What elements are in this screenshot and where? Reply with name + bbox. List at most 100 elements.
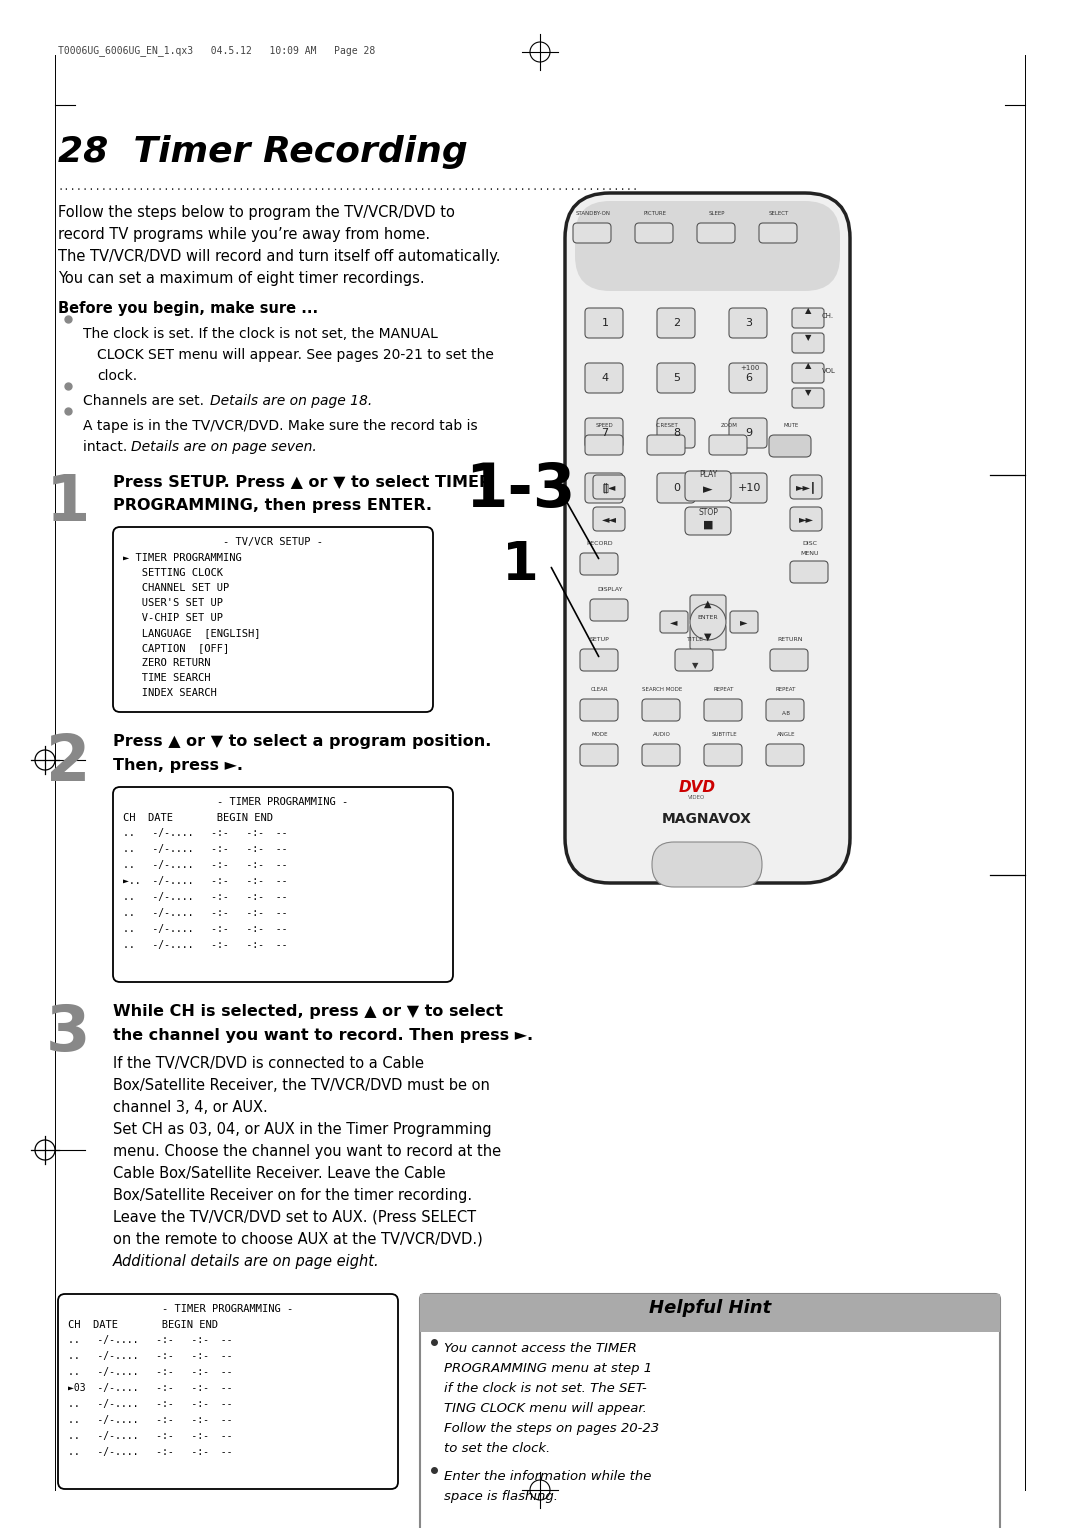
Text: 1: 1 [501, 539, 538, 591]
Text: ►03  -/-....   -:-   -:-  --: ►03 -/-.... -:- -:- -- [68, 1383, 232, 1394]
Text: 8: 8 [674, 428, 680, 439]
Text: ►: ► [740, 617, 747, 626]
Text: 0: 0 [674, 483, 680, 494]
FancyBboxPatch shape [593, 507, 625, 532]
FancyBboxPatch shape [642, 744, 680, 766]
Text: ◄: ◄ [671, 617, 678, 626]
Text: ZERO RETURN: ZERO RETURN [123, 659, 211, 668]
Bar [420, 1294, 1000, 1332]
Text: SETTING CLOCK: SETTING CLOCK [123, 568, 222, 578]
Text: ENTER: ENTER [698, 614, 718, 620]
FancyBboxPatch shape [697, 223, 735, 243]
Text: ZOOM: ZOOM [720, 423, 738, 428]
FancyBboxPatch shape [565, 193, 850, 883]
FancyBboxPatch shape [590, 599, 627, 620]
FancyBboxPatch shape [690, 623, 726, 649]
FancyBboxPatch shape [580, 744, 618, 766]
FancyBboxPatch shape [685, 471, 731, 501]
FancyBboxPatch shape [792, 364, 824, 384]
Text: ..   -/-....   -:-   -:-  --: .. -/-.... -:- -:- -- [68, 1368, 232, 1377]
Text: MODE: MODE [592, 732, 608, 736]
Text: RETURN: RETURN [778, 637, 802, 642]
FancyBboxPatch shape [789, 561, 828, 584]
Text: ..   -/-....   -:-   -:-  --: .. -/-.... -:- -:- -- [123, 843, 287, 854]
Text: TITLE: TITLE [687, 637, 703, 642]
FancyBboxPatch shape [685, 507, 731, 535]
Text: ..   -/-....   -:-   -:-  --: .. -/-.... -:- -:- -- [123, 892, 287, 902]
Text: Set CH as 03, 04, or AUX in the Timer Programming: Set CH as 03, 04, or AUX in the Timer Pr… [113, 1122, 491, 1137]
Text: ..   -/-....   -:-   -:-  --: .. -/-.... -:- -:- -- [68, 1351, 232, 1361]
Text: Then, press ►.: Then, press ►. [113, 758, 243, 773]
Text: space is flashing.: space is flashing. [444, 1490, 558, 1504]
Text: VIDEO: VIDEO [688, 795, 705, 801]
Text: ■: ■ [703, 520, 713, 530]
Text: T0006UG_6006UG_EN_1.qx3   04.5.12   10:09 AM   Page 28: T0006UG_6006UG_EN_1.qx3 04.5.12 10:09 AM… [58, 44, 375, 57]
Text: Details are on page seven.: Details are on page seven. [131, 440, 316, 454]
FancyBboxPatch shape [770, 649, 808, 671]
Text: Channels are set.: Channels are set. [83, 394, 208, 408]
Text: ▼: ▼ [704, 633, 712, 642]
FancyBboxPatch shape [729, 474, 767, 503]
Text: SEARCH MODE: SEARCH MODE [642, 688, 683, 692]
Text: Enter the information while the: Enter the information while the [444, 1470, 651, 1484]
Text: DISC: DISC [802, 541, 818, 545]
FancyBboxPatch shape [708, 435, 747, 455]
Text: 2: 2 [674, 318, 680, 329]
Text: PLAY: PLAY [699, 471, 717, 478]
Text: AUDIO: AUDIO [653, 732, 671, 736]
Text: 1-3: 1-3 [464, 460, 576, 520]
Text: 7: 7 [602, 428, 608, 439]
FancyBboxPatch shape [647, 435, 685, 455]
Text: ◄◄: ◄◄ [602, 513, 617, 524]
Text: - TV/VCR SETUP -: - TV/VCR SETUP - [222, 536, 323, 547]
FancyBboxPatch shape [585, 474, 623, 503]
Text: ................................................................................: ........................................… [58, 182, 639, 193]
FancyBboxPatch shape [766, 698, 804, 721]
Text: 28  Timer Recording: 28 Timer Recording [58, 134, 468, 170]
FancyBboxPatch shape [593, 475, 625, 500]
FancyBboxPatch shape [730, 611, 758, 633]
Text: Additional details are on page eight.: Additional details are on page eight. [113, 1254, 380, 1268]
Text: TING CLOCK menu will appear.: TING CLOCK menu will appear. [444, 1403, 647, 1415]
FancyBboxPatch shape [580, 698, 618, 721]
Text: STANDBY-ON: STANDBY-ON [576, 211, 610, 215]
FancyBboxPatch shape [690, 594, 726, 620]
Text: ▼: ▼ [692, 662, 699, 669]
Text: C.RESET: C.RESET [656, 423, 678, 428]
FancyBboxPatch shape [580, 649, 618, 671]
FancyBboxPatch shape [657, 364, 696, 393]
Text: Follow the steps on pages 20-23: Follow the steps on pages 20-23 [444, 1423, 659, 1435]
Text: ..   -/-....   -:-   -:-  --: .. -/-.... -:- -:- -- [123, 908, 287, 918]
Text: ..   -/-....   -:-   -:-  --: .. -/-.... -:- -:- -- [123, 924, 287, 934]
Text: ..   -/-....   -:-   -:-  --: .. -/-.... -:- -:- -- [68, 1447, 232, 1458]
Text: CH  DATE       BEGIN END: CH DATE BEGIN END [123, 813, 273, 824]
Circle shape [690, 604, 726, 640]
FancyBboxPatch shape [792, 388, 824, 408]
Text: Press SETUP. Press ▲ or ▼ to select TIMER: Press SETUP. Press ▲ or ▼ to select TIME… [113, 474, 491, 489]
Text: ▲: ▲ [704, 599, 712, 610]
FancyBboxPatch shape [657, 419, 696, 448]
Text: SETUP: SETUP [590, 637, 610, 642]
Text: Before you begin, make sure ...: Before you begin, make sure ... [58, 301, 319, 316]
Text: MAGNAVOX: MAGNAVOX [662, 811, 752, 827]
Text: - TIMER PROGRAMMING -: - TIMER PROGRAMMING - [217, 798, 349, 807]
Text: 1: 1 [602, 318, 608, 329]
Text: REPEAT: REPEAT [775, 688, 796, 692]
Text: SELECT: SELECT [769, 211, 789, 215]
FancyBboxPatch shape [789, 475, 822, 500]
Text: ►►: ►► [798, 513, 813, 524]
Text: V-CHIP SET UP: V-CHIP SET UP [123, 613, 222, 623]
Text: While CH is selected, press ▲ or ▼ to select: While CH is selected, press ▲ or ▼ to se… [113, 1004, 503, 1019]
Text: A-B: A-B [782, 711, 791, 717]
Text: 9: 9 [745, 428, 753, 439]
FancyBboxPatch shape [729, 364, 767, 393]
Text: on the remote to choose AUX at the TV/VCR/DVD.): on the remote to choose AUX at the TV/VC… [113, 1232, 483, 1247]
Text: ANGLE: ANGLE [777, 732, 795, 736]
FancyBboxPatch shape [792, 333, 824, 353]
Text: A tape is in the TV/VCR/DVD. Make sure the record tab is: A tape is in the TV/VCR/DVD. Make sure t… [83, 419, 477, 432]
FancyBboxPatch shape [657, 474, 696, 503]
Text: Details are on page 18.: Details are on page 18. [210, 394, 373, 408]
Text: STOP: STOP [698, 507, 718, 516]
Text: CH.: CH. [822, 313, 834, 319]
Text: ⧖◄: ⧖◄ [603, 481, 616, 492]
